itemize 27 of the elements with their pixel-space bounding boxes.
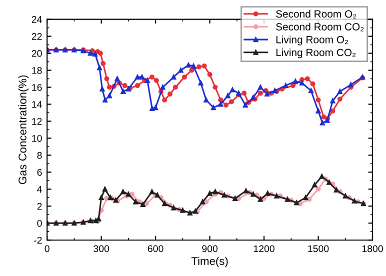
- y-tick-label: 14: [32, 101, 42, 108]
- y-tick-label: 10: [32, 134, 42, 142]
- y-tick-label: 0: [37, 220, 42, 227]
- y-tick-label: 16: [32, 84, 42, 91]
- y-tick-label: 6: [37, 168, 42, 176]
- y-tick-label: 18: [32, 67, 42, 74]
- y-tick-label: 8: [37, 152, 42, 159]
- y-tick-label: -2: [34, 236, 42, 244]
- y-tick-label: 2: [37, 202, 42, 210]
- y-tick-label: 20: [32, 50, 42, 57]
- x-axis-title: Time(s): [191, 256, 228, 268]
- x-tick-label: 900: [202, 245, 218, 252]
- legend-label: Second Room CO₂: [276, 22, 364, 32]
- x-tick-label: 1500: [308, 245, 329, 252]
- y-tick-label: 24: [32, 16, 42, 23]
- legend-label: Second Room O₂: [276, 10, 356, 18]
- x-tick-label: 1200: [254, 245, 274, 252]
- y-axis-title: Gas Concentration(%): [18, 75, 29, 184]
- y-tick-label: 4: [37, 186, 42, 193]
- x-tick-label: 300: [94, 245, 110, 252]
- y-tick-label: 12: [32, 118, 42, 125]
- y-tick-label: 22: [32, 33, 42, 40]
- legend-label: Living Room O₂: [276, 36, 348, 46]
- x-tick-label: 0: [44, 245, 50, 252]
- legend-label: Living Room CO₂: [276, 48, 356, 58]
- x-tick-label: 600: [148, 245, 164, 252]
- x-tick-label: 1800: [362, 245, 383, 252]
